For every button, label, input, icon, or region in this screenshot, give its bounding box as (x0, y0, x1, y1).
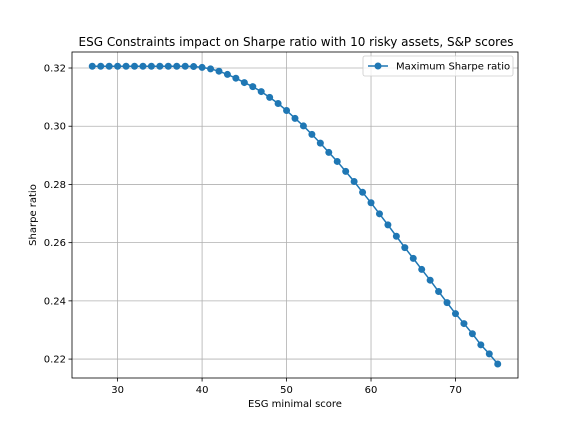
data-point (418, 265, 426, 273)
axis-ticks: 30 40 50 60 70 0.22 0.24 0.26 0.28 0.30 0.32 (44, 64, 462, 396)
data-point (181, 62, 189, 70)
y-tick-label: 0.24 (44, 296, 66, 307)
y-tick-label: 0.30 (44, 122, 66, 133)
data-point (468, 330, 476, 338)
x-tick-label: 30 (111, 385, 124, 396)
data-point (392, 232, 400, 240)
data-point (359, 188, 367, 196)
y-tick-label: 0.28 (44, 180, 66, 191)
data-point (291, 114, 299, 122)
data-point (122, 62, 130, 70)
data-point (249, 83, 257, 91)
x-tick-label: 60 (365, 385, 378, 396)
legend-label: Maximum Sharpe ratio (396, 62, 510, 73)
chart-title: ESG Constraints impact on Sharpe ratio w… (79, 35, 514, 49)
grid (72, 52, 518, 378)
data-point (375, 210, 383, 218)
data-point (156, 62, 164, 70)
y-axis-label: Sharpe ratio (28, 184, 39, 246)
data-point (435, 288, 443, 296)
data-point (223, 70, 231, 78)
data-point (147, 62, 155, 70)
data-point (97, 62, 105, 70)
data-point (266, 93, 274, 101)
data-point (139, 62, 147, 70)
y-tick-label: 0.32 (44, 64, 66, 75)
data-point (215, 67, 223, 75)
data-point (384, 221, 392, 229)
data-point (342, 167, 350, 175)
data-point (88, 62, 96, 70)
data-point (350, 178, 358, 186)
x-tick-label: 70 (449, 385, 462, 396)
data-point (198, 63, 206, 71)
data-point (316, 139, 324, 147)
legend-marker-swatch (374, 62, 382, 70)
y-tick-label: 0.22 (44, 355, 66, 366)
x-tick-label: 50 (280, 385, 293, 396)
data-point (207, 65, 215, 73)
data-point (409, 254, 417, 262)
data-point (257, 88, 265, 96)
data-point (333, 157, 341, 165)
data-point (367, 199, 375, 207)
legend-box (362, 55, 514, 77)
data-point (274, 100, 282, 108)
data-point (401, 244, 409, 252)
data-point (325, 148, 333, 156)
y-tick-label: 0.26 (44, 238, 66, 249)
data-point (240, 79, 248, 87)
data-point (114, 62, 122, 70)
series-layer (88, 62, 502, 368)
data-point (308, 130, 316, 138)
data-point (164, 62, 172, 70)
data-point (477, 341, 485, 349)
data-point (283, 107, 291, 115)
data-point (426, 276, 434, 284)
data-point (173, 62, 181, 70)
data-point (494, 360, 502, 368)
data-point (232, 74, 240, 82)
x-tick-label: 40 (196, 385, 209, 396)
data-point (460, 320, 468, 328)
data-point (485, 350, 493, 358)
data-point (299, 122, 307, 130)
series-line (92, 65, 499, 365)
data-point (451, 310, 459, 318)
data-point (105, 62, 113, 70)
plot-area-frame (71, 51, 519, 379)
x-axis-label: ESG minimal score (248, 399, 342, 410)
data-point (131, 62, 139, 70)
legend: Maximum Sharpe ratio (362, 55, 514, 77)
data-point (190, 63, 198, 71)
data-point (443, 299, 451, 307)
